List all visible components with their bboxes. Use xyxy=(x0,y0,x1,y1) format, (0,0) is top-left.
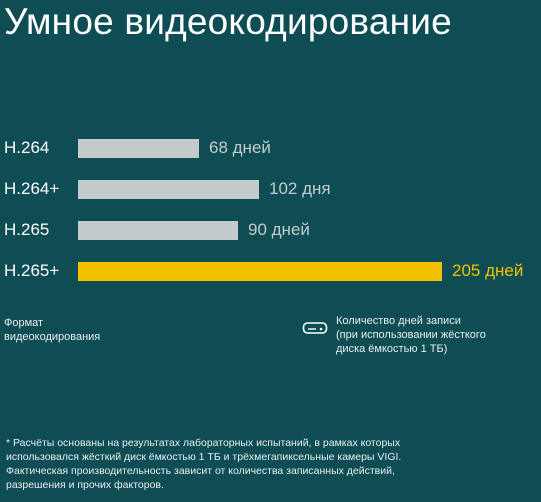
footnote-line: разрешения и прочих факторов. xyxy=(6,479,164,491)
bar xyxy=(78,139,199,158)
value-label: 205 дней xyxy=(452,261,524,280)
x-axis-legend-line: (при использовании жёсткого xyxy=(336,329,486,341)
footnote-line: использовался жёсткий диск ёмкостью 1 ТБ… xyxy=(6,451,402,463)
bar xyxy=(78,262,442,281)
footnote-line: Фактическая производительность зависит о… xyxy=(6,465,395,477)
value-label: 68 дней xyxy=(209,138,271,157)
y-axis-legend: Формат видеокодирования xyxy=(4,316,144,344)
hdd-icon xyxy=(302,322,328,334)
value-label: 102 дня xyxy=(269,179,331,198)
category-label: H.265+ xyxy=(4,261,60,280)
x-axis-legend: Количество дней записи (при использовани… xyxy=(336,314,536,356)
page-title: Умное видеокодирование xyxy=(4,1,452,42)
x-axis-legend-line: Количество дней записи xyxy=(336,315,461,327)
y-axis-legend-line: Формат xyxy=(4,317,44,329)
bar xyxy=(78,180,259,199)
y-axis-legend-line: видеокодирования xyxy=(4,331,101,343)
bar xyxy=(78,221,238,240)
footnote-line: * Расчёты основаны на результатах лабора… xyxy=(6,437,401,449)
value-label: 90 дней xyxy=(248,220,310,239)
footnote: * Расчёты основаны на результатах лабора… xyxy=(6,436,536,492)
category-label: H.264+ xyxy=(4,179,60,198)
bar-chart: H.264 68 дней H.264+ 102 дня H.265 90 дней H.2… xyxy=(0,120,541,300)
x-axis-legend-line: диска ёмкостью 1 ТБ) xyxy=(336,343,448,355)
category-label: H.264 xyxy=(4,138,50,157)
category-label: H.265 xyxy=(4,220,50,239)
